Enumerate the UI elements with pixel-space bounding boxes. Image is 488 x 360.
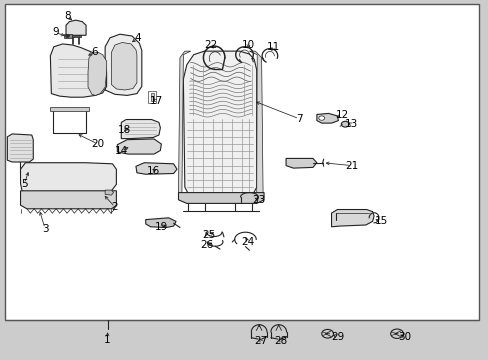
Text: 23: 23 xyxy=(252,195,265,205)
Polygon shape xyxy=(183,51,256,196)
Text: 15: 15 xyxy=(374,216,387,226)
Text: 27: 27 xyxy=(254,336,267,346)
Text: 21: 21 xyxy=(345,161,358,171)
Polygon shape xyxy=(331,210,373,227)
Polygon shape xyxy=(117,139,161,154)
Bar xyxy=(72,35,81,37)
Polygon shape xyxy=(285,158,316,168)
Text: 3: 3 xyxy=(41,224,48,234)
Polygon shape xyxy=(111,42,137,90)
Text: 11: 11 xyxy=(266,42,280,52)
Polygon shape xyxy=(136,163,177,174)
Text: 7: 7 xyxy=(295,114,302,124)
Text: 26: 26 xyxy=(200,240,213,250)
Text: 29: 29 xyxy=(330,332,344,342)
Text: 19: 19 xyxy=(154,222,168,232)
Text: 25: 25 xyxy=(202,230,216,240)
Polygon shape xyxy=(20,163,116,194)
Text: 2: 2 xyxy=(111,202,118,212)
Polygon shape xyxy=(63,34,72,38)
Polygon shape xyxy=(178,193,264,203)
Text: 13: 13 xyxy=(344,119,357,129)
Polygon shape xyxy=(105,190,113,195)
Text: 16: 16 xyxy=(146,166,160,176)
Text: 20: 20 xyxy=(91,139,104,149)
Text: 30: 30 xyxy=(398,332,410,342)
Text: 8: 8 xyxy=(64,11,71,21)
Text: 17: 17 xyxy=(149,96,163,106)
Text: 14: 14 xyxy=(114,146,128,156)
Bar xyxy=(50,107,88,111)
Circle shape xyxy=(65,35,69,37)
Text: 5: 5 xyxy=(21,179,28,189)
Polygon shape xyxy=(88,52,106,95)
Text: 18: 18 xyxy=(118,125,131,135)
Polygon shape xyxy=(145,218,176,228)
Circle shape xyxy=(321,329,333,338)
Bar xyxy=(5,4,478,320)
Circle shape xyxy=(390,329,403,338)
Polygon shape xyxy=(249,51,263,194)
Text: 10: 10 xyxy=(242,40,254,50)
Circle shape xyxy=(318,116,324,120)
Polygon shape xyxy=(178,51,190,194)
Bar xyxy=(150,93,153,101)
Polygon shape xyxy=(121,120,160,139)
Bar xyxy=(147,91,156,103)
Text: 9: 9 xyxy=(52,27,59,37)
Text: 6: 6 xyxy=(91,47,98,57)
Text: 4: 4 xyxy=(134,33,141,43)
Circle shape xyxy=(341,121,348,127)
Polygon shape xyxy=(105,34,142,95)
Polygon shape xyxy=(7,134,33,162)
Text: 22: 22 xyxy=(204,40,218,50)
Polygon shape xyxy=(50,44,106,97)
Text: 12: 12 xyxy=(335,110,348,120)
Text: 24: 24 xyxy=(241,237,254,247)
Polygon shape xyxy=(20,191,116,209)
Text: 28: 28 xyxy=(274,336,287,346)
Polygon shape xyxy=(66,20,86,35)
Text: 1: 1 xyxy=(104,335,111,345)
Polygon shape xyxy=(316,113,338,123)
